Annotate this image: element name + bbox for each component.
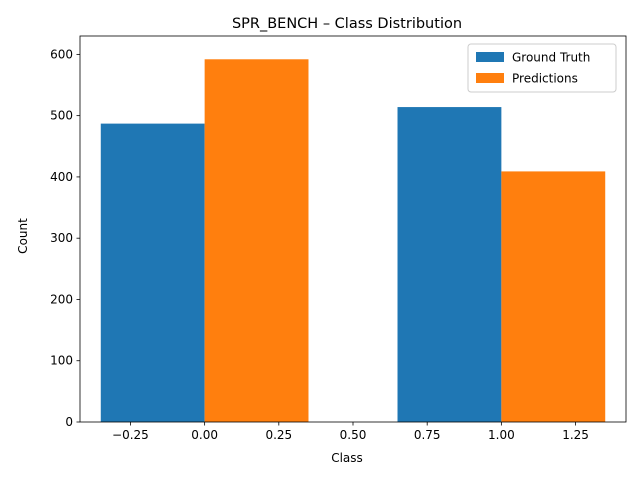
bar-ground-truth-class-1 <box>397 107 502 423</box>
legend-swatch <box>476 73 504 83</box>
legend-label: Ground Truth <box>512 51 590 65</box>
x-tick-label: 0.25 <box>265 428 292 442</box>
y-tick-label: 500 <box>50 109 73 123</box>
chart-title: SPR_BENCH – Class Distribution <box>232 16 462 32</box>
y-tick-label: 0 <box>65 415 73 429</box>
bar-ground-truth-class-0 <box>100 123 205 422</box>
x-tick-label: 0.75 <box>414 428 441 442</box>
bar-predictions-class-0 <box>204 59 309 423</box>
x-tick-label: 1.00 <box>488 428 515 442</box>
y-tick-label: 600 <box>50 47 73 61</box>
bar-predictions-class-1 <box>501 171 606 422</box>
plot-area: −0.25 0.00 0.25 0.50 0.75 1.00 1.25 0 100 200 300 4… <box>50 35 627 442</box>
x-tick-label: −0.25 <box>112 428 149 442</box>
x-tick-label: 0.50 <box>340 428 367 442</box>
legend-label: Predictions <box>512 72 578 86</box>
y-axis-label: Count <box>16 218 30 254</box>
y-tick-label: 100 <box>50 354 73 368</box>
legend-swatch <box>476 52 504 62</box>
legend: Ground Truth Predictions <box>467 43 617 93</box>
y-tick-label: 300 <box>50 231 73 245</box>
legend-frame <box>467 43 617 93</box>
x-axis-label: Class <box>331 451 363 465</box>
y-tick-label: 400 <box>50 170 73 184</box>
x-tick-label: 0.00 <box>191 428 218 442</box>
x-tick-label: 1.25 <box>562 428 589 442</box>
y-tick-label: 200 <box>50 292 73 306</box>
